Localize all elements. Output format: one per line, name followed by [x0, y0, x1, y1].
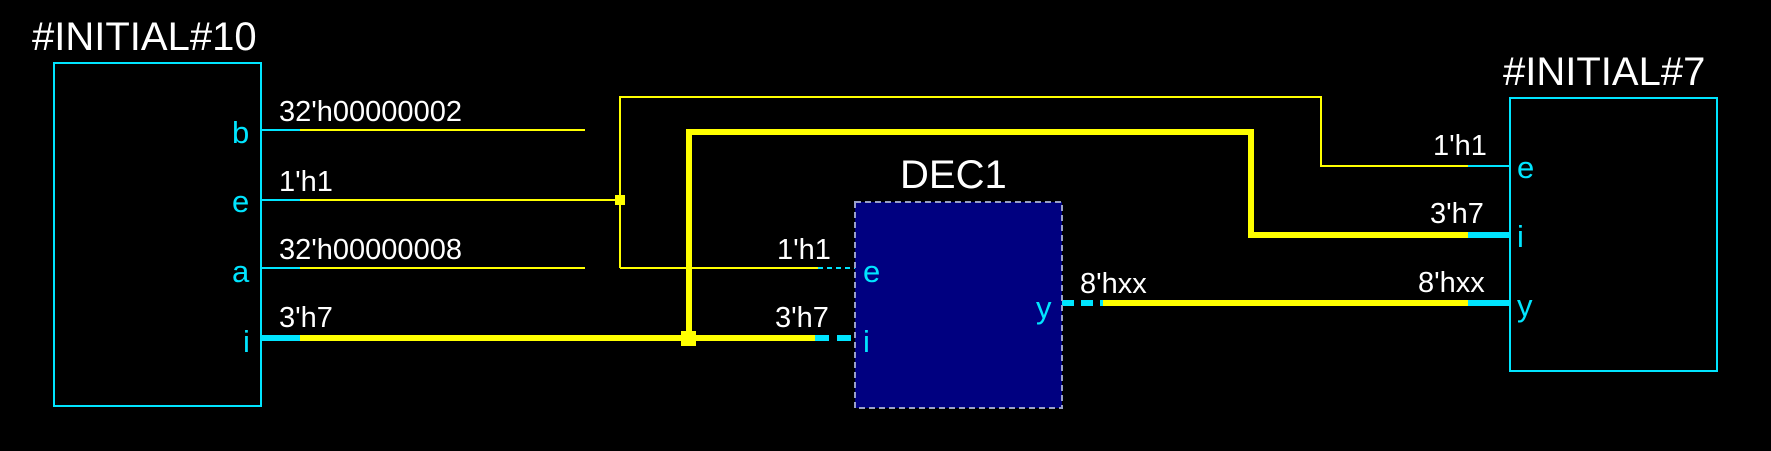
dec1-signal-y: 8'hxx	[1080, 268, 1147, 300]
initial7-signal-i: 3'h7	[1430, 198, 1484, 230]
wire-e-net[interactable]	[619, 96, 1468, 268]
initial7-port-e: e	[1517, 150, 1534, 185]
initial10-signal-e: 1'h1	[279, 166, 333, 198]
block-dec1-body[interactable]	[854, 201, 1063, 409]
initial10-port-i: i	[243, 324, 250, 359]
wire-i-net[interactable]	[686, 129, 1468, 338]
block-dec1[interactable]: DEC1 e i y 1'h1 3'h7 8'hxx	[775, 153, 1147, 409]
junction-e	[615, 195, 625, 205]
block-initial10[interactable]: #INITIAL#10 b e a i 32'h00000002 1'h1 32…	[32, 15, 462, 407]
block-dec1-title: DEC1	[900, 153, 1007, 197]
initial7-port-y: y	[1517, 288, 1533, 323]
wires	[300, 96, 1510, 346]
block-initial7-title: #INITIAL#7	[1503, 50, 1705, 94]
block-initial7[interactable]: #INITIAL#7 e i y 1'h1 3'h7 8'hxx	[1418, 50, 1718, 372]
dec1-port-i: i	[863, 324, 870, 359]
dec1-signal-e: 1'h1	[777, 234, 831, 266]
initial10-signal-a: 32'h00000008	[279, 234, 462, 266]
dec1-port-y: y	[1036, 290, 1052, 325]
initial10-signal-b: 32'h00000002	[279, 96, 462, 128]
initial7-signal-e: 1'h1	[1433, 130, 1487, 162]
initial10-port-e: e	[232, 184, 249, 219]
block-initial10-title: #INITIAL#10	[32, 15, 257, 59]
initial10-port-b: b	[232, 115, 249, 150]
initial10-port-a: a	[232, 254, 250, 289]
initial7-signal-y: 8'hxx	[1418, 267, 1485, 299]
initial7-port-i: i	[1517, 219, 1524, 254]
junction-i	[681, 331, 696, 346]
initial10-signal-i: 3'h7	[279, 302, 333, 334]
dec1-port-e: e	[863, 254, 880, 289]
block-initial10-body[interactable]	[53, 62, 262, 407]
block-initial7-body[interactable]	[1509, 97, 1718, 372]
dec1-signal-i: 3'h7	[775, 302, 829, 334]
